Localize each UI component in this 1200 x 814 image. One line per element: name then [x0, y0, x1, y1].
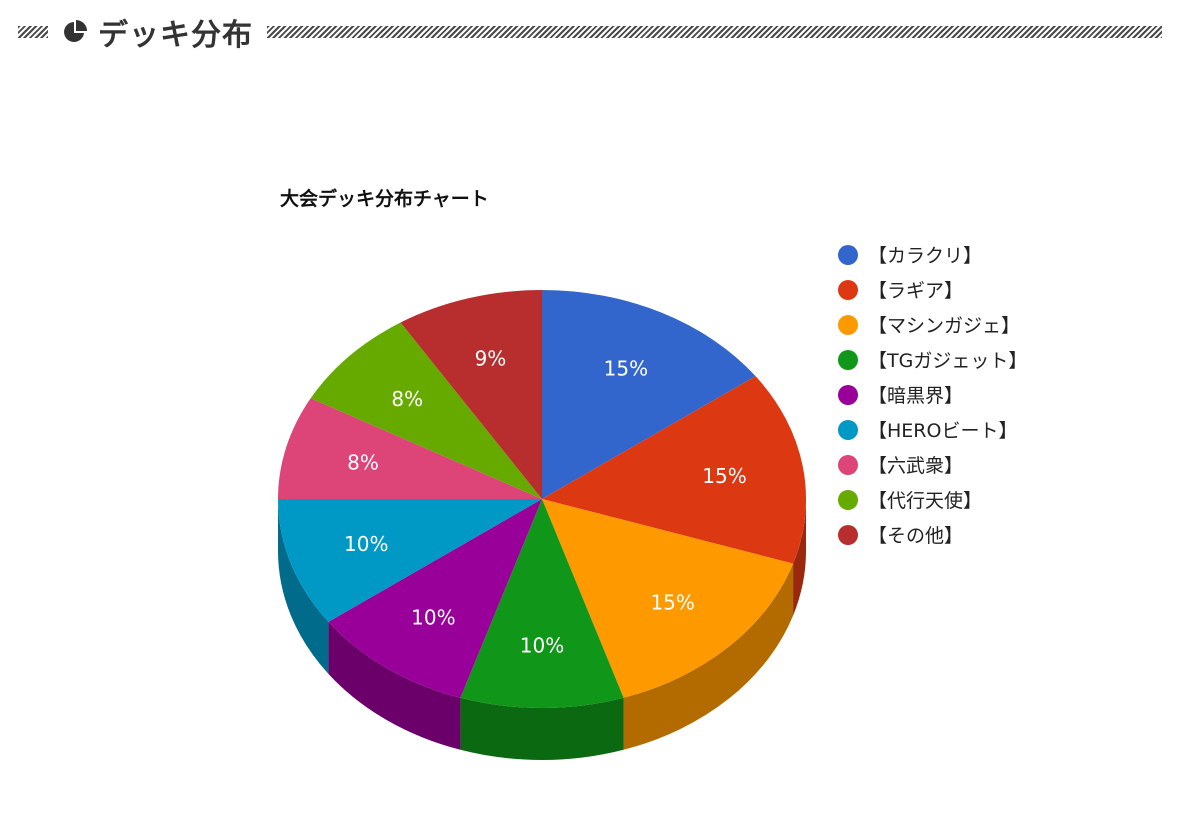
- legend-marker: [838, 350, 858, 370]
- pie-slice[interactable]: [278, 499, 542, 622]
- pie-slice-label: 9%: [475, 347, 507, 371]
- legend-label: 【カラクリ】: [868, 245, 982, 267]
- page-title: デッキ分布: [98, 18, 253, 53]
- legend-marker: [838, 490, 858, 510]
- legend-marker: [838, 525, 858, 545]
- pie-slice-label: 15%: [650, 590, 694, 614]
- pie-slice[interactable]: [328, 499, 542, 698]
- header-stripe-right: [267, 26, 1162, 38]
- pie-chart-icon: [64, 20, 87, 42]
- pie-slice-side: [278, 499, 329, 674]
- pie-slice[interactable]: [460, 499, 624, 708]
- pie-sides: [278, 499, 806, 760]
- legend-label: 【マシンガジェ】: [868, 315, 1020, 337]
- legend: 【カラクリ】【ラギア】【マシンガジェ】【TGガジェット】【暗黒界】【HEROビー…: [838, 245, 1027, 547]
- legend-label: 【TGガジェット】: [868, 350, 1027, 372]
- legend-marker: [838, 420, 858, 440]
- pie-slice[interactable]: [542, 376, 807, 564]
- chart-title: 大会デッキ分布チャート: [280, 187, 489, 210]
- legend-marker: [838, 280, 858, 300]
- header-stripe-left: [18, 26, 48, 38]
- legend-marker: [838, 385, 858, 405]
- pie-slice[interactable]: [542, 290, 756, 499]
- legend-label: 【暗黒界】: [868, 385, 963, 407]
- pie-slice-label: 8%: [347, 451, 379, 475]
- pie-labels: 15% 15% 15% 10% 10% 10% 8% 8% 9%: [344, 347, 747, 658]
- pie-slice-label: 10%: [344, 532, 388, 556]
- legend-marker: [838, 315, 858, 335]
- pie-slice-label: 10%: [520, 633, 564, 657]
- pie-slice-label: 15%: [604, 357, 648, 381]
- pie-slice-label: 10%: [411, 605, 455, 629]
- pie-slice-side: [793, 499, 806, 616]
- legend-label: 【HEROビート】: [868, 420, 1017, 442]
- legend-label: 【その他】: [868, 525, 963, 547]
- pie-slice-side: [328, 621, 461, 750]
- section-header: デッキ分布: [18, 12, 1162, 53]
- pie-slice-side: [460, 697, 624, 760]
- legend-label: 【ラギア】: [868, 280, 963, 302]
- pie-slices: [278, 290, 807, 708]
- pie-slice-label: 15%: [702, 464, 746, 488]
- pie-slice[interactable]: [278, 398, 542, 499]
- legend-label: 【六武衆】: [868, 455, 963, 477]
- legend-marker: [838, 245, 858, 265]
- legend-marker: [838, 455, 858, 475]
- pie-slice[interactable]: [400, 290, 542, 499]
- legend-label: 【代行天使】: [868, 490, 982, 512]
- pie-slice[interactable]: [310, 322, 542, 499]
- pie-slice[interactable]: [542, 499, 794, 698]
- pie-slice-label: 8%: [391, 387, 423, 411]
- pie-slice-side: [623, 563, 794, 750]
